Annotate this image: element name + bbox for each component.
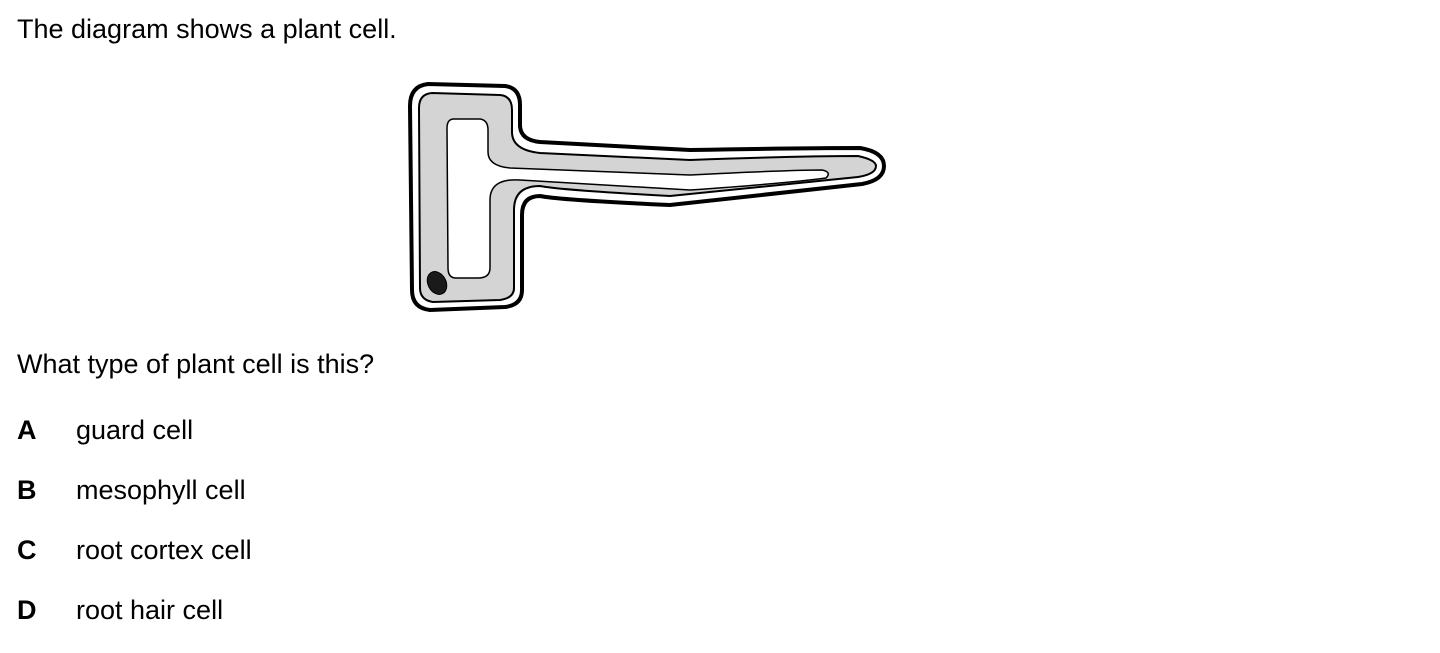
option-text: root cortex cell	[76, 535, 252, 565]
nucleus	[426, 271, 448, 295]
option-letter: B	[17, 475, 37, 505]
option-text: guard cell	[76, 415, 194, 445]
option-d[interactable]: D root hair cell	[17, 593, 252, 653]
cell-wall-outer	[407, 81, 887, 313]
intro-text: The diagram shows a plant cell.	[17, 14, 397, 44]
option-letter: D	[17, 595, 37, 625]
plant-cell-diagram	[407, 81, 887, 313]
question-text: What type of plant cell is this?	[17, 349, 375, 379]
cell-membrane	[417, 91, 878, 304]
option-a[interactable]: A guard cell	[17, 413, 252, 473]
option-text: mesophyll cell	[76, 475, 246, 505]
option-c[interactable]: C root cortex cell	[17, 533, 252, 593]
vacuole	[446, 118, 829, 279]
option-b[interactable]: B mesophyll cell	[17, 473, 252, 533]
option-letter: C	[17, 535, 37, 565]
answer-options: A guard cell B mesophyll cell C root cor…	[17, 413, 252, 653]
option-text: root hair cell	[76, 595, 224, 625]
option-letter: A	[17, 415, 37, 445]
